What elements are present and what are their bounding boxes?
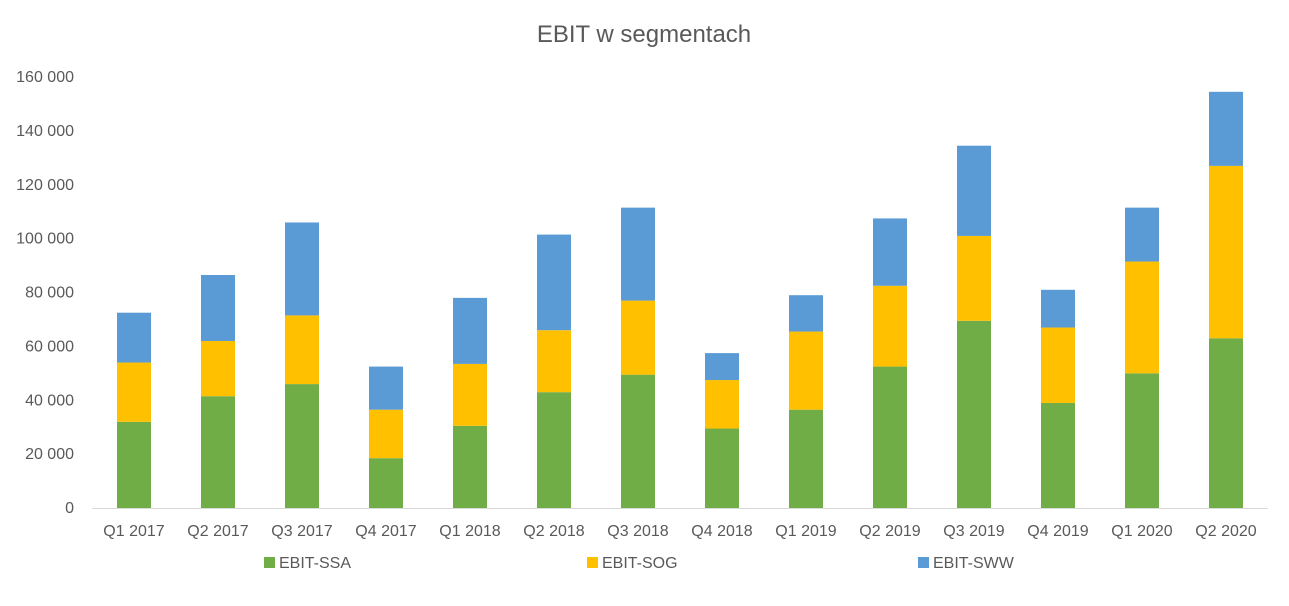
bar-ebit-sog-q3-2018 [621, 300, 655, 375]
y-tick-label: 0 [65, 500, 74, 517]
bar-ebit-sww-q1-2019 [789, 295, 823, 332]
legend-label: EBIT-SSA [279, 555, 351, 572]
bar-ebit-sog-q4-2019 [1041, 327, 1075, 403]
bar-ebit-sww-q1-2017 [117, 312, 151, 363]
x-tick-label: Q1 2017 [103, 523, 164, 540]
bar-ebit-sww-q2-2018 [537, 234, 571, 331]
bar-ebit-sww-q3-2017 [285, 222, 319, 316]
x-tick-label: Q1 2020 [1111, 523, 1172, 540]
x-tick-label: Q4 2019 [1027, 523, 1088, 540]
x-tick-label: Q2 2017 [187, 523, 248, 540]
bar-ebit-ssa-q2-2018 [537, 392, 571, 508]
bar-ebit-sww-q4-2018 [705, 353, 739, 381]
bar-ebit-sww-q2-2020 [1209, 91, 1243, 166]
bar-ebit-sog-q2-2020 [1209, 165, 1243, 339]
x-tick-label: Q4 2017 [355, 523, 416, 540]
bar-ebit-ssa-q1-2019 [789, 409, 823, 508]
x-tick-label: Q1 2019 [775, 523, 836, 540]
legend-swatch [587, 557, 598, 568]
x-tick-label: Q3 2018 [607, 523, 668, 540]
y-tick-label: 60 000 [25, 338, 74, 355]
bar-ebit-sog-q3-2017 [285, 315, 319, 385]
bar-ebit-ssa-q3-2019 [957, 320, 991, 508]
bar-ebit-sww-q2-2019 [873, 218, 907, 286]
y-tick-label: 40 000 [25, 392, 74, 409]
y-axis: 0 20 000 40 000 60 000 80 000 100 000 120 000 1… [16, 69, 74, 517]
x-tick-label: Q4 2018 [691, 523, 752, 540]
bar-ebit-sog-q4-2018 [705, 380, 739, 429]
y-tick-label: 160 000 [16, 69, 74, 86]
bar-ebit-sog-q1-2017 [117, 362, 151, 422]
bar-ebit-sog-q1-2019 [789, 331, 823, 410]
x-tick-label: Q3 2019 [943, 523, 1004, 540]
bar-ebit-sww-q3-2018 [621, 207, 655, 301]
bar-ebit-sww-q4-2019 [1041, 289, 1075, 328]
bar-ebit-ssa-q4-2019 [1041, 402, 1075, 508]
bar-ebit-sww-q1-2018 [453, 297, 487, 364]
bar-ebit-sog-q4-2017 [369, 409, 403, 459]
x-tick-label: Q2 2020 [1195, 523, 1256, 540]
bar-ebit-ssa-q1-2018 [453, 425, 487, 508]
bar-ebit-ssa-q1-2020 [1125, 373, 1159, 508]
bar-ebit-ssa-q4-2018 [705, 428, 739, 508]
legend: EBIT-SSA EBIT-SOG EBIT-SWW [264, 555, 1015, 572]
x-tick-label: Q3 2017 [271, 523, 332, 540]
bars [117, 91, 1243, 508]
y-tick-label: 80 000 [25, 285, 74, 302]
bar-ebit-ssa-q2-2019 [873, 366, 907, 508]
x-tick-label: Q1 2018 [439, 523, 500, 540]
y-tick-label: 100 000 [16, 231, 74, 248]
bar-ebit-sww-q2-2017 [201, 274, 235, 341]
x-tick-label: Q2 2019 [859, 523, 920, 540]
chart-title: EBIT w segmentach [537, 21, 751, 48]
bar-ebit-ssa-q2-2017 [201, 396, 235, 508]
bar-ebit-sww-q4-2017 [369, 366, 403, 410]
bar-ebit-sog-q2-2019 [873, 285, 907, 367]
x-tick-label: Q2 2018 [523, 523, 584, 540]
bar-ebit-ssa-q3-2018 [621, 374, 655, 508]
bar-ebit-sog-q1-2018 [453, 363, 487, 426]
legend-label: EBIT-SWW [933, 555, 1015, 572]
bar-ebit-sww-q1-2020 [1125, 207, 1159, 262]
y-tick-label: 140 000 [16, 123, 74, 140]
bar-ebit-ssa-q4-2017 [369, 458, 403, 508]
x-axis: Q1 2017 Q2 2017 Q3 2017 Q4 2017 Q1 2018 Q2 20… [92, 508, 1268, 540]
bar-ebit-sog-q1-2020 [1125, 261, 1159, 374]
legend-label: EBIT-SOG [602, 555, 678, 572]
bar-ebit-ssa-q1-2017 [117, 421, 151, 508]
bar-ebit-sog-q3-2019 [957, 235, 991, 321]
bar-ebit-sog-q2-2017 [201, 340, 235, 397]
y-tick-label: 20 000 [25, 446, 74, 463]
y-tick-label: 120 000 [16, 177, 74, 194]
bar-ebit-ssa-q3-2017 [285, 384, 319, 508]
legend-swatch [264, 557, 275, 568]
legend-swatch [918, 557, 929, 568]
bar-ebit-ssa-q2-2020 [1209, 338, 1243, 508]
bar-ebit-sww-q3-2019 [957, 145, 991, 236]
bar-ebit-sog-q2-2018 [537, 330, 571, 393]
